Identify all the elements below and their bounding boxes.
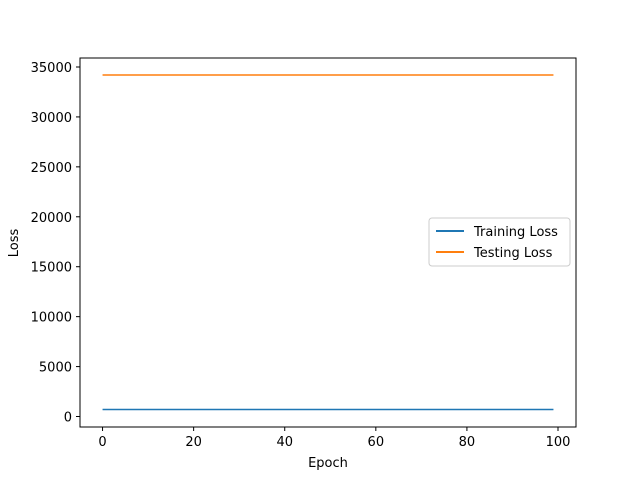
y-tick-label: 0 [64,411,72,426]
y-tick-label: 35000 [31,61,72,76]
x-tick-label: 0 [98,435,106,450]
x-tick-label: 100 [546,435,571,450]
legend-box [428,217,571,267]
x-axis: 0 20 40 60 80 100 [98,427,570,450]
y-tick-label: 30000 [31,111,72,126]
y-axis-label: Loss [7,229,22,258]
x-tick-label: 20 [185,435,202,450]
series-layer [102,74,554,411]
plot-frame [79,57,577,428]
y-tick-label: 5000 [39,361,72,376]
legend-label-testing-loss: Testing Loss [473,246,553,261]
y-tick-label: 15000 [31,261,72,276]
x-axis-label: Epoch [308,456,348,471]
x-tick-label: 60 [368,435,385,450]
y-tick-label: 25000 [31,161,72,176]
legend-label-training-loss: Training Loss [473,225,558,240]
y-tick-label: 10000 [31,311,72,326]
x-tick-label: 40 [276,435,293,450]
y-axis: 0 5000 10000 15000 20000 25000 30000 35000 [31,61,80,426]
x-tick-label: 80 [459,435,476,450]
y-tick-label: 20000 [31,211,72,226]
legend: Training Loss Testing Loss [428,217,571,267]
